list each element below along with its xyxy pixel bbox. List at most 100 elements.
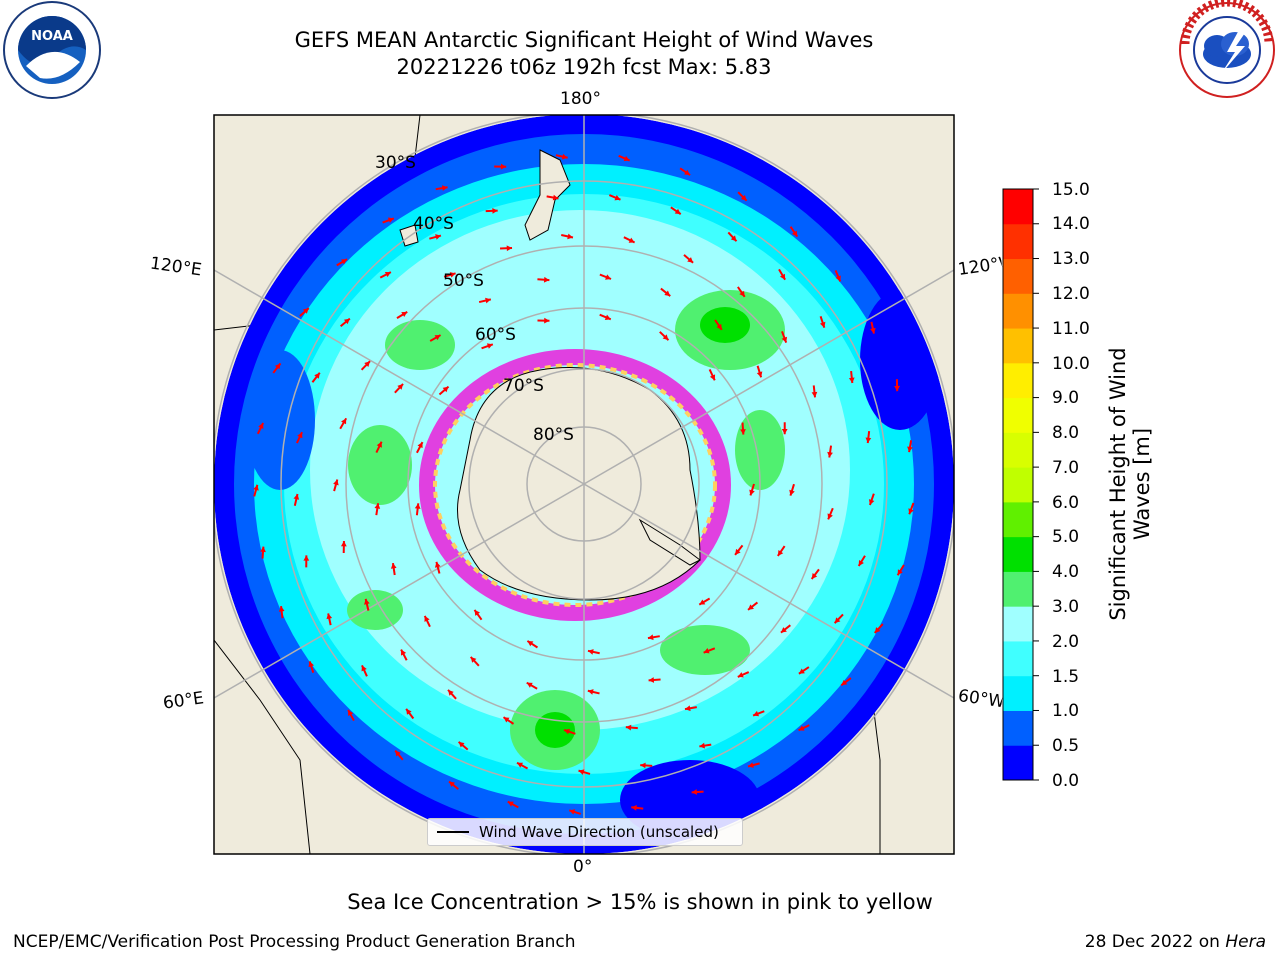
wave-arrow-head — [308, 661, 314, 668]
colorbar-segment — [1003, 606, 1033, 642]
nws-logo — [1179, 0, 1275, 98]
wave-arrow-head — [435, 234, 441, 240]
wave-arrow-head — [552, 194, 559, 201]
wave-arrow-head — [387, 217, 394, 223]
colorbar-segment — [1003, 362, 1033, 399]
colorbar-tick-label: 13.0 — [1052, 249, 1090, 269]
lat-label-70s: 70°S — [503, 376, 544, 396]
wave-arrow-head — [544, 317, 550, 324]
wave-arrow-head — [406, 708, 412, 715]
wave-arrow-head — [434, 335, 441, 341]
chart-subtitle: 20221226 t06z 192h fcst Max: 5.83 — [396, 55, 772, 79]
wave-arrow-head — [364, 361, 370, 368]
wave-arrow-head — [376, 441, 382, 448]
wave-arrow-head — [798, 668, 805, 674]
wave-patch-pacific-core — [700, 307, 750, 343]
wave-arrow-head — [827, 451, 833, 458]
wave-arrow-head — [526, 682, 533, 688]
wave-arrow-head — [341, 259, 348, 265]
wave-arrow-head — [781, 428, 788, 435]
wave-arrow-head — [348, 710, 354, 717]
wave-arrow-head — [395, 750, 401, 757]
colorbar-segment — [1003, 258, 1033, 294]
colorbar-tick-label: 15.0 — [1052, 180, 1090, 200]
wave-arrow-head — [486, 343, 493, 349]
lat-label-30s: 30°S — [375, 153, 416, 173]
wave-arrow-head — [449, 272, 456, 278]
wave-arrow-head — [278, 606, 285, 612]
wave-arrow-head — [458, 741, 465, 748]
colorbar-segment — [1003, 710, 1033, 746]
wave-arrow-head — [662, 334, 669, 341]
wave-arrow-head — [648, 677, 655, 683]
wave-arrow-head — [858, 559, 864, 566]
wave-arrow-head — [333, 479, 339, 486]
wave-arrow-head — [841, 679, 848, 686]
colorbar-tick-label: 0.0 — [1052, 771, 1080, 791]
wave-arrow-head — [303, 555, 310, 561]
colorbar-segment — [1003, 189, 1033, 225]
colorbar-tick-label: 9.0 — [1052, 388, 1080, 408]
wave-arrow-head — [870, 327, 876, 334]
wave-arrow-head — [897, 569, 903, 576]
wave-patch-weddell — [660, 625, 750, 675]
wave-arrow-head — [737, 672, 744, 678]
colorbar-segment — [1003, 745, 1033, 781]
wave-arrow-head — [424, 615, 430, 622]
meridian-120e — [214, 269, 585, 485]
colorbar-segment — [1003, 501, 1033, 538]
lon-label-180: 180° — [560, 89, 601, 109]
wave-arrow-head — [874, 627, 881, 633]
wave-arrow-head — [739, 290, 745, 297]
wave-arrow-head — [500, 163, 507, 170]
colorbar-tick-label: 5.0 — [1052, 527, 1080, 547]
wave-arrow-head — [449, 781, 455, 788]
wave-arrow-head — [684, 169, 691, 176]
wave-arrow-head — [564, 728, 570, 735]
wave-arrow-head — [274, 363, 281, 370]
wave-arrow-head — [848, 377, 855, 384]
wave-arrow-head — [260, 546, 266, 553]
wave-arrow-head — [604, 314, 611, 320]
wave-arrow-head — [614, 194, 621, 201]
wave-arrow-head — [374, 503, 381, 509]
antarctic-peninsula — [638, 518, 701, 566]
wave-arrow-head — [699, 742, 706, 749]
wave-arrow-head — [819, 321, 826, 328]
wave-arrow-head — [561, 153, 568, 160]
wave-patch-australia-south — [385, 320, 455, 370]
wave-arrow-head — [417, 442, 423, 449]
wave-arrow-head — [503, 717, 510, 723]
wave-arrow-head — [699, 599, 706, 605]
wave-arrow-head — [811, 573, 818, 579]
wave-arrow-head — [835, 275, 841, 282]
wave-arrow-head — [827, 513, 833, 520]
wave-arrow-head — [753, 710, 760, 717]
wave-arrow-head — [781, 336, 788, 343]
wave-arrow-head — [628, 237, 635, 243]
wave-arrow-head — [907, 446, 913, 453]
wave-arrow-head — [735, 548, 741, 555]
wave-arrow-head — [811, 391, 818, 398]
wave-arrow-head — [605, 274, 612, 280]
wave-arrow-head — [625, 724, 632, 731]
legend-label: Wind Wave Direction (unscaled) — [479, 823, 719, 841]
wave-arrow-head — [341, 418, 347, 425]
wave-arrow-head — [326, 613, 333, 620]
wave-arrow-head — [297, 432, 303, 439]
wave-arrow-head — [674, 208, 681, 215]
wave-arrow-head — [868, 499, 875, 506]
colorbar-tick-label: 3.0 — [1052, 597, 1080, 617]
colorbar — [1003, 189, 1033, 781]
wave-arrow-head — [789, 489, 795, 496]
map-frame — [213, 114, 955, 855]
colorbar-segment — [1003, 675, 1033, 711]
graticule — [214, 115, 954, 854]
colorbar-segment — [1003, 293, 1033, 329]
wave-arrow-head — [684, 705, 691, 712]
wind-wave-arrows — [253, 153, 915, 815]
wave-arrow-head — [293, 494, 300, 500]
chart-title: GEFS MEAN Antarctic Significant Height o… — [294, 28, 874, 52]
lat-label-40s: 40°S — [413, 214, 454, 234]
wave-arrow-head — [470, 656, 477, 663]
